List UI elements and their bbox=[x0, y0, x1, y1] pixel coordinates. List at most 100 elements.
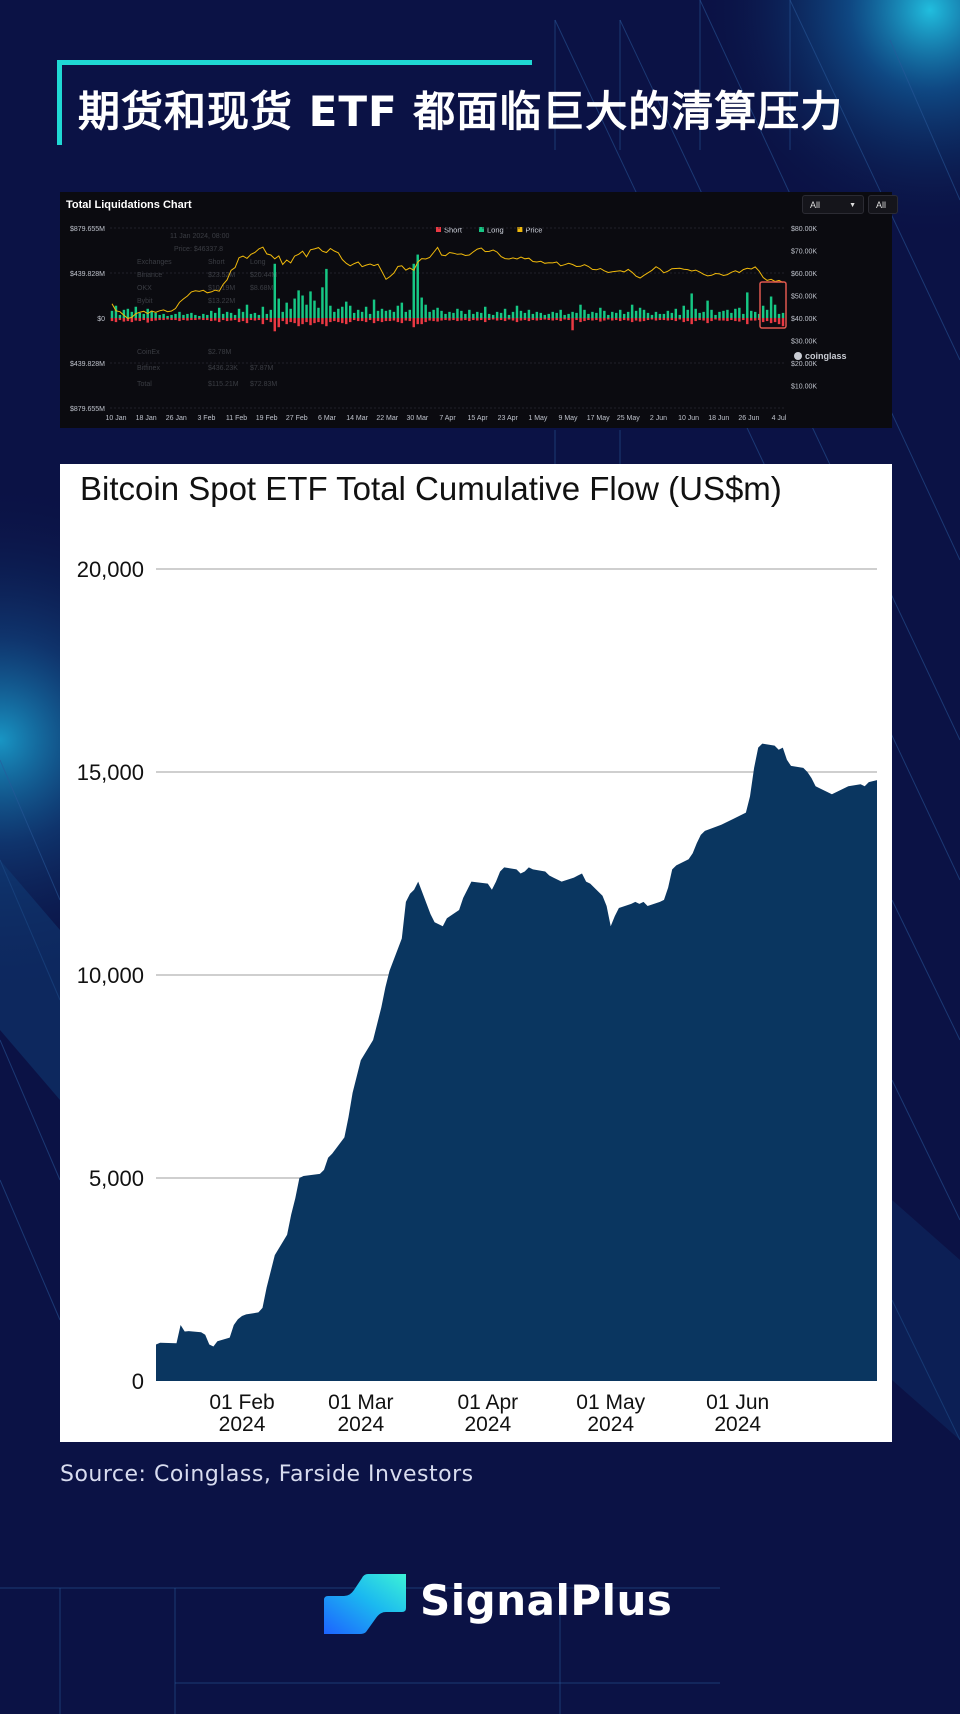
long-bar bbox=[305, 304, 308, 318]
long-bar bbox=[313, 300, 316, 318]
short-bar bbox=[753, 318, 757, 321]
short-bar bbox=[491, 318, 495, 320]
long-bar bbox=[658, 313, 662, 318]
long-bar bbox=[503, 308, 507, 318]
etf-x-tick-year: 2024 bbox=[464, 1413, 511, 1436]
long-bar bbox=[337, 308, 340, 318]
tooltip-cell: $436.23K bbox=[208, 365, 238, 372]
etf-x-tick-year: 2024 bbox=[587, 1413, 634, 1436]
short-bar bbox=[424, 318, 427, 323]
long-bar bbox=[599, 307, 602, 318]
long-bar bbox=[372, 299, 376, 318]
short-bar bbox=[523, 318, 527, 321]
liq-left-tick: $0 bbox=[97, 316, 105, 323]
short-bar bbox=[174, 318, 177, 321]
long-bar bbox=[360, 311, 364, 318]
long-bar bbox=[420, 297, 423, 318]
tooltip-cell: CoinEx bbox=[137, 349, 160, 356]
long-bar bbox=[237, 308, 241, 318]
long-bar bbox=[301, 295, 304, 318]
liq-right-tick: $40.00K bbox=[791, 316, 817, 323]
tooltip-cell: $20.44M bbox=[250, 272, 277, 279]
long-bar bbox=[261, 306, 265, 318]
etf-x-tick-month: 01 Apr bbox=[457, 1391, 518, 1414]
short-bar bbox=[396, 318, 400, 323]
long-bar bbox=[611, 311, 614, 318]
long-bar bbox=[277, 298, 280, 318]
long-bar bbox=[615, 312, 618, 318]
long-bar bbox=[380, 308, 384, 318]
etf-y-tick: 0 bbox=[132, 1369, 144, 1394]
short-bar bbox=[460, 318, 463, 321]
long-bar bbox=[265, 313, 269, 318]
short-bar bbox=[519, 318, 523, 321]
short-bar bbox=[761, 318, 765, 323]
long-bar bbox=[202, 313, 205, 318]
long-bar bbox=[352, 312, 356, 318]
long-bar bbox=[487, 313, 491, 318]
short-bar bbox=[706, 318, 709, 324]
etf-x-tick-year: 2024 bbox=[337, 1413, 384, 1436]
chevron-down-icon: ▼ bbox=[849, 202, 856, 209]
short-bar bbox=[726, 318, 729, 322]
short-bar bbox=[384, 318, 388, 322]
short-bar bbox=[746, 318, 749, 325]
long-bar bbox=[666, 310, 670, 318]
symbol-dropdown[interactable]: All bbox=[868, 195, 898, 214]
short-bar bbox=[178, 318, 181, 322]
long-bar bbox=[559, 309, 562, 318]
long-bar bbox=[273, 263, 277, 318]
long-bar bbox=[348, 305, 352, 318]
long-bar bbox=[416, 254, 419, 318]
short-bar bbox=[642, 318, 646, 322]
long-bar bbox=[734, 308, 737, 318]
short-bar bbox=[734, 318, 737, 322]
exchange-dropdown[interactable]: All ▼ bbox=[802, 195, 864, 214]
long-bar bbox=[198, 315, 201, 318]
long-bar bbox=[654, 311, 658, 318]
long-bar bbox=[424, 304, 427, 318]
long-bar bbox=[710, 309, 713, 318]
liq-right-tick: $80.00K bbox=[791, 226, 817, 233]
long-bar bbox=[714, 314, 717, 318]
liq-x-tick: 2 Jun bbox=[650, 415, 667, 422]
long-bar bbox=[174, 313, 177, 318]
short-bar bbox=[122, 318, 126, 322]
tooltip-cell: Total bbox=[137, 381, 152, 388]
short-bar bbox=[305, 318, 308, 323]
short-bar bbox=[333, 318, 336, 322]
long-bar bbox=[154, 312, 157, 318]
short-bar bbox=[527, 318, 531, 322]
long-bar bbox=[547, 313, 550, 318]
long-bar bbox=[138, 312, 142, 318]
long-bar bbox=[408, 309, 412, 318]
long-bar bbox=[464, 313, 467, 318]
short-bar bbox=[229, 318, 233, 321]
short-bar bbox=[547, 318, 550, 321]
short-bar bbox=[154, 318, 157, 321]
short-bar bbox=[678, 318, 682, 320]
long-bar bbox=[587, 313, 590, 318]
long-bar bbox=[670, 312, 674, 318]
long-bar bbox=[642, 309, 646, 318]
long-bar bbox=[384, 310, 388, 318]
long-bar bbox=[364, 306, 368, 318]
short-bar bbox=[368, 318, 372, 321]
short-bar bbox=[432, 318, 435, 322]
short-bar bbox=[114, 318, 118, 323]
tooltip-cell: OKX bbox=[137, 285, 152, 292]
short-bar bbox=[563, 318, 566, 320]
long-bar bbox=[130, 311, 134, 318]
liq-x-tick: 7 Apr bbox=[439, 415, 456, 422]
long-bar bbox=[432, 309, 435, 318]
long-bar bbox=[753, 311, 757, 318]
short-bar bbox=[198, 318, 201, 320]
long-bar bbox=[682, 305, 685, 318]
long-bar bbox=[428, 311, 431, 318]
tooltip-cell: $2.78M bbox=[208, 349, 232, 356]
tooltip-cell: $115.21M bbox=[208, 381, 239, 388]
title-frame bbox=[57, 60, 532, 145]
short-bar bbox=[694, 318, 697, 322]
short-bar bbox=[662, 318, 666, 321]
short-bar bbox=[618, 318, 622, 322]
